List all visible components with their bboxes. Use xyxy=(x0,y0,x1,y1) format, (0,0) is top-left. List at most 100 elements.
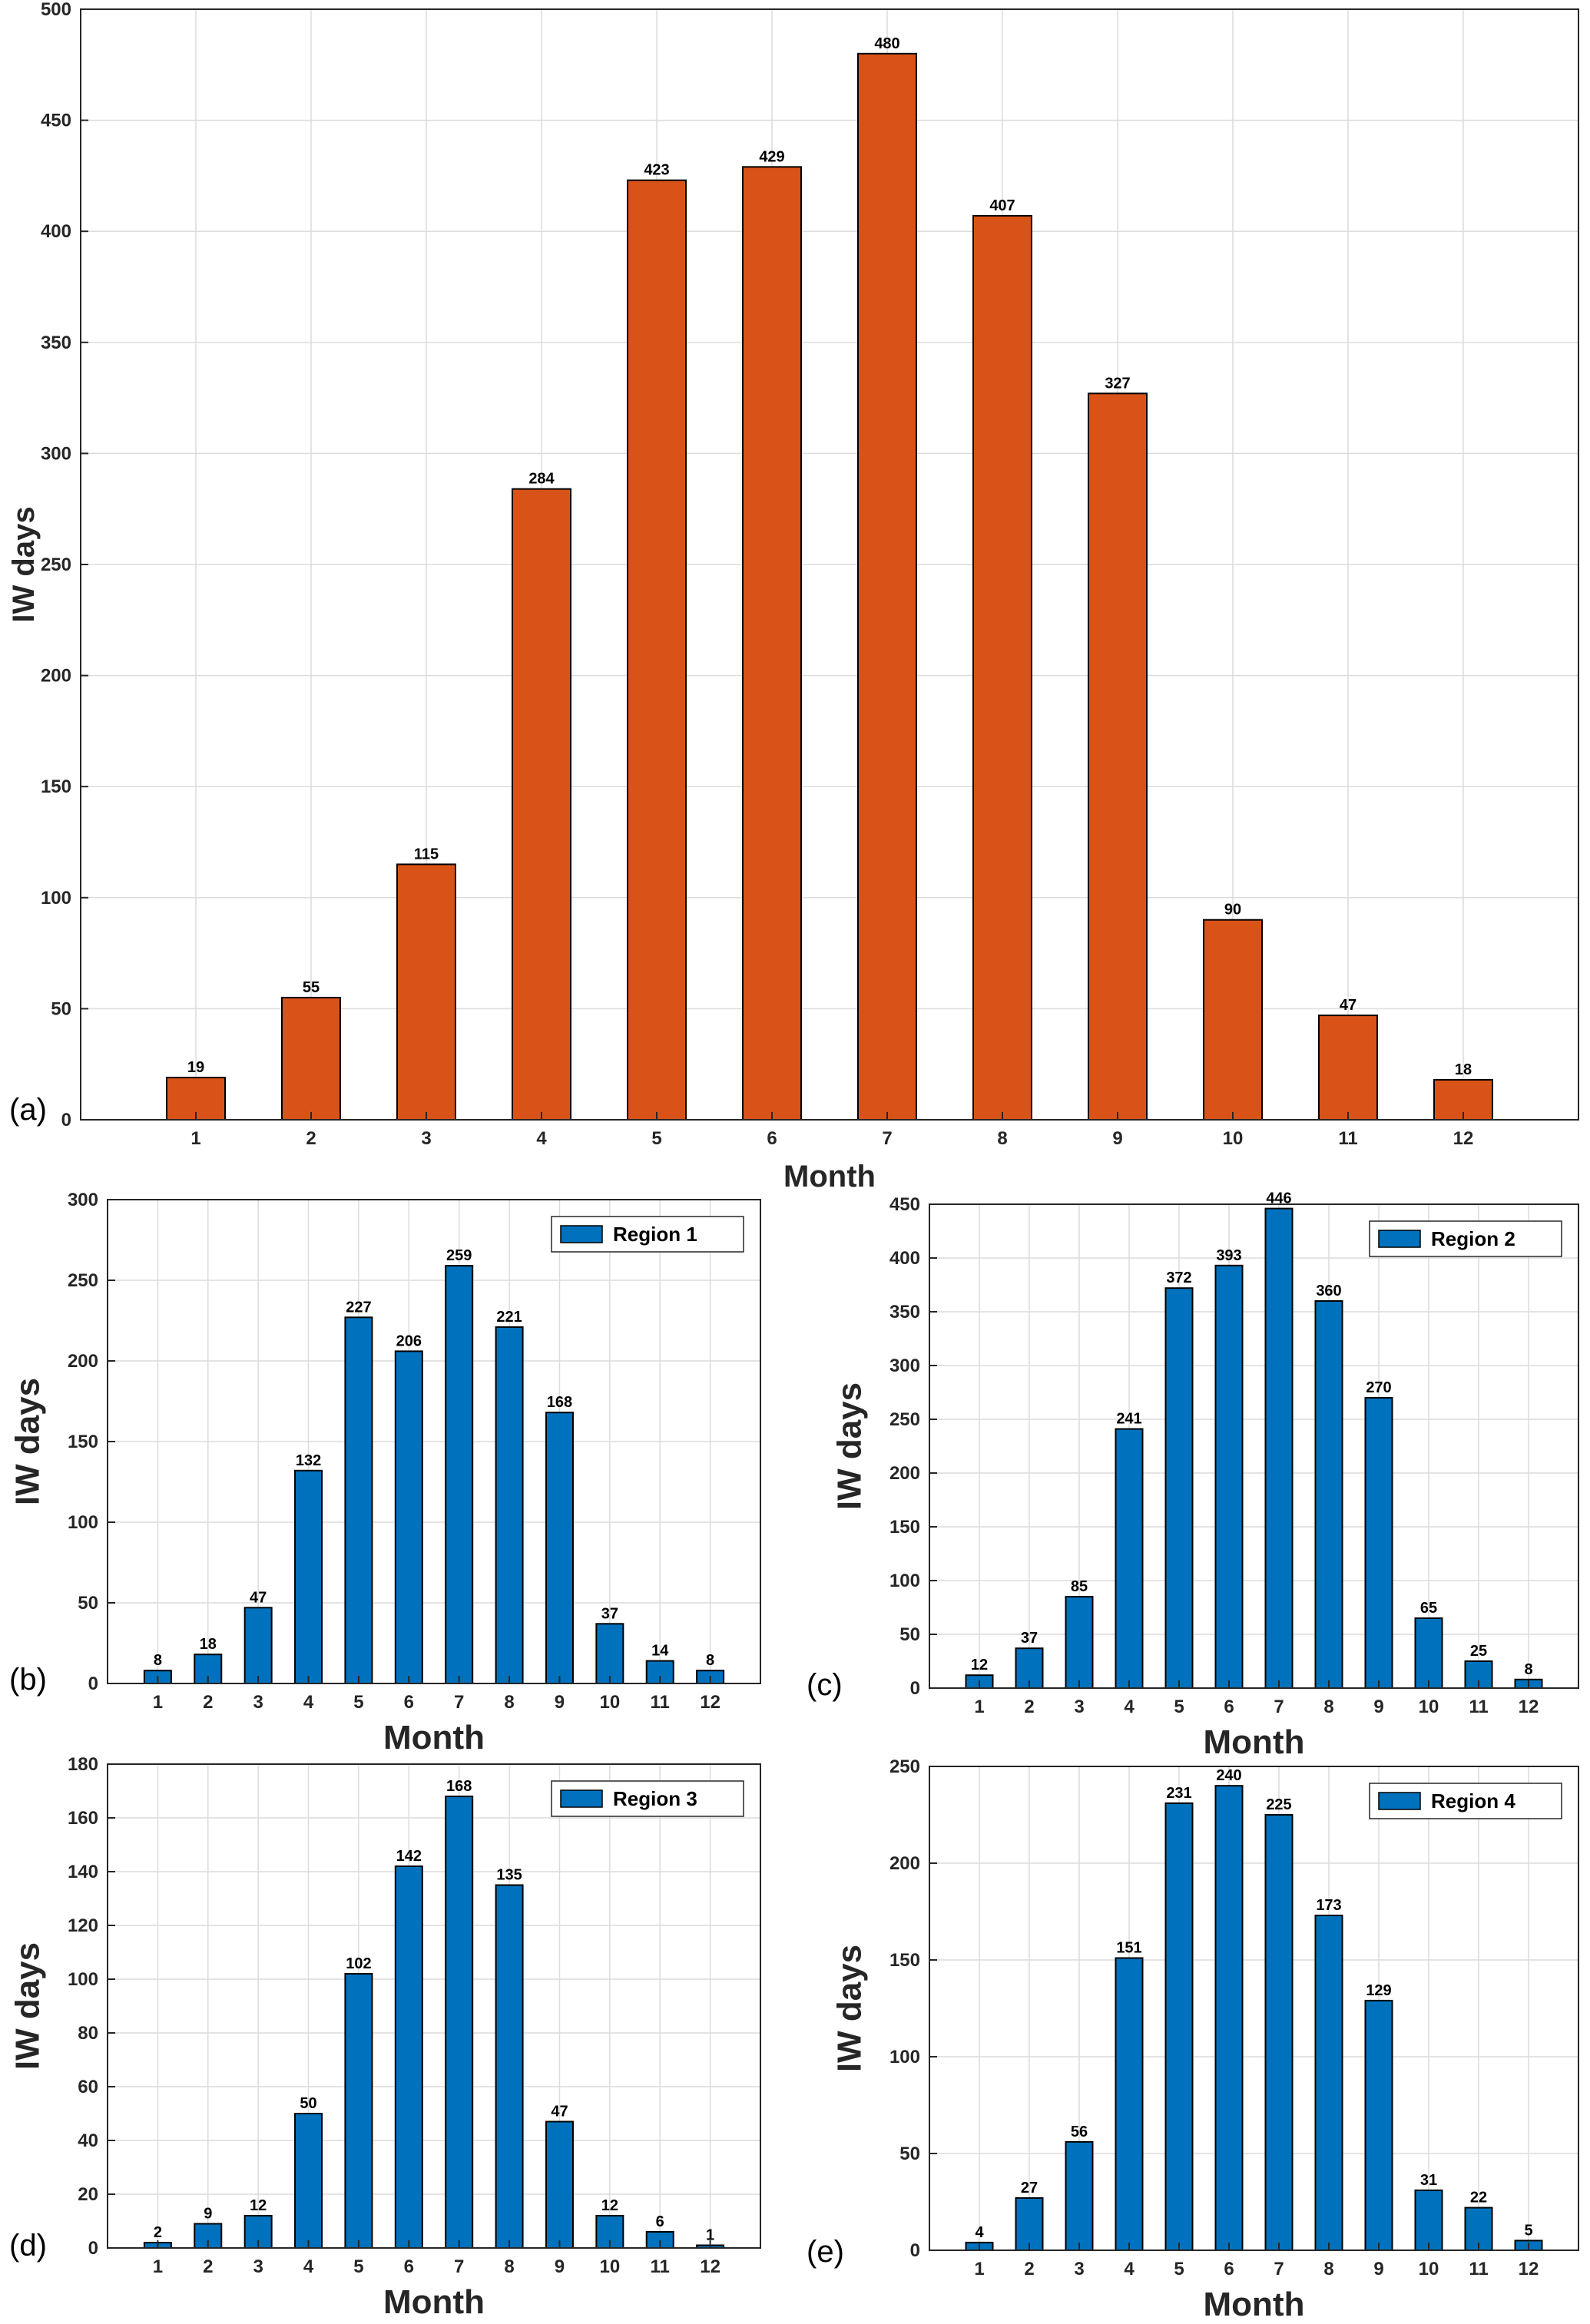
value-label: 135 xyxy=(496,1867,522,1884)
value-label: 18 xyxy=(200,1636,217,1653)
legend: Region 1 xyxy=(551,1216,744,1253)
chart-panel-2: 8184713222720625922116837148050100150200… xyxy=(8,1190,761,1756)
legend-swatch xyxy=(1378,1230,1421,1248)
value-label: 65 xyxy=(1420,1600,1437,1617)
x-tick-label: 5 xyxy=(1174,1697,1184,1717)
bar-9 xyxy=(1088,392,1148,1121)
x-tick-label: 6 xyxy=(1224,1697,1234,1717)
value-label: 240 xyxy=(1216,1767,1241,1784)
value-label: 8 xyxy=(1524,1661,1532,1678)
bar-7 xyxy=(1264,1814,1294,2251)
bar-9 xyxy=(545,2120,574,2249)
x-tick-label: 10 xyxy=(599,1692,620,1713)
y-tick-label: 500 xyxy=(41,0,71,20)
y-axis-label: IW days xyxy=(830,1945,868,2072)
bar-3 xyxy=(1065,1596,1094,1689)
value-label: 90 xyxy=(1224,902,1241,919)
bar-6 xyxy=(1214,1264,1244,1690)
x-tick-label: 5 xyxy=(1174,2259,1184,2279)
bar-4 xyxy=(512,488,571,1121)
y-axis-label: IW days xyxy=(7,506,41,622)
y-tick-labels: 0 50 100 150 200 250 300 350 400 450 500 xyxy=(41,0,88,1131)
bar-7 xyxy=(1264,1207,1294,1689)
value-label: 423 xyxy=(644,162,669,179)
legend-swatch xyxy=(560,1789,603,1808)
bar-4 xyxy=(1115,1428,1144,1689)
y-tick-label: 60 xyxy=(78,2077,98,2097)
bar-6 xyxy=(742,166,802,1121)
x-tick-label: 7 xyxy=(1274,2259,1284,2279)
plot-area xyxy=(929,1204,1578,1688)
y-tick-label: 100 xyxy=(889,1571,920,1591)
bar-7 xyxy=(857,52,917,1121)
bar-9 xyxy=(545,1412,574,1684)
bar-10 xyxy=(595,2215,624,2249)
x-tick-label: 6 xyxy=(404,2256,414,2277)
axes-box xyxy=(929,1203,1579,1689)
legend: Region 3 xyxy=(551,1780,744,1817)
x-tick-label: 6 xyxy=(767,1128,777,1149)
value-label: 327 xyxy=(1105,375,1130,392)
legend: Region 4 xyxy=(1369,1783,1562,1819)
y-tick-label: 50 xyxy=(899,2144,920,2164)
bar-2 xyxy=(281,996,341,1121)
x-tick-label: 10 xyxy=(1419,1697,1439,1717)
bar-6 xyxy=(1214,1785,1244,2251)
x-tick-label: 12 xyxy=(1453,1128,1474,1149)
value-label: 206 xyxy=(396,1332,422,1349)
bar-5 xyxy=(344,1316,373,1685)
x-tick-label: 8 xyxy=(504,2256,514,2277)
y-tick-label: 450 xyxy=(889,1194,920,1215)
x-tick-label: 10 xyxy=(1223,1128,1244,1149)
y-tick-labels: 0 50 100 150 200 250 300 350 400 450 xyxy=(889,1194,937,1699)
value-label: 27 xyxy=(1021,2180,1038,2197)
value-label: 56 xyxy=(1071,2124,1088,2140)
legend-label: Region 2 xyxy=(1431,1227,1515,1250)
legend: Region 2 xyxy=(1369,1220,1562,1257)
value-label: 284 xyxy=(528,471,555,488)
legend-label: Region 1 xyxy=(613,1223,697,1246)
bar-10 xyxy=(1414,1617,1443,1689)
bar-5 xyxy=(1164,1287,1194,1689)
chart-panel-1: 1955115284423429480407327904718050100150… xyxy=(7,0,1579,1193)
value-labels: 2 9 12 50 102 142 168 135 47 12 6 1 xyxy=(154,1778,714,2244)
panel-label: (b) xyxy=(9,1663,47,1697)
bar-5 xyxy=(627,179,687,1121)
y-tick-labels: 0 50 100 150 200 250 300 xyxy=(68,1190,115,1694)
y-tick-label: 160 xyxy=(68,1808,98,1829)
y-tick-label: 0 xyxy=(88,1673,98,1694)
value-label: 4 xyxy=(975,2224,984,2241)
x-tick-label: 12 xyxy=(700,2256,720,2277)
value-label: 407 xyxy=(989,197,1015,214)
bar-9 xyxy=(1364,1999,1393,2251)
bars xyxy=(965,1207,1543,1690)
bar-10 xyxy=(1414,2189,1443,2251)
x-axis-label: Month xyxy=(383,1719,485,1756)
y-tick-label: 80 xyxy=(78,2023,98,2044)
value-label: 225 xyxy=(1266,1796,1291,1813)
x-tick-label: 9 xyxy=(1373,2259,1383,2279)
y-tick-label: 0 xyxy=(88,2238,98,2259)
y-tick-label: 300 xyxy=(68,1190,98,1210)
x-tick-label: 2 xyxy=(203,1692,213,1713)
value-label: 37 xyxy=(601,1605,618,1622)
panel-label: (d) xyxy=(9,2229,47,2263)
value-label: 19 xyxy=(187,1059,204,1076)
x-tick-label: 9 xyxy=(1373,1697,1383,1717)
value-label: 12 xyxy=(971,1657,988,1673)
y-tick-label: 50 xyxy=(51,998,71,1019)
y-tick-label: 400 xyxy=(41,221,71,242)
panel-label: (a) xyxy=(9,1093,47,1127)
axes-box xyxy=(929,1766,1579,2251)
x-tick-label: 9 xyxy=(555,1692,565,1713)
x-tick-label: 6 xyxy=(1224,2259,1234,2279)
x-tick-label: 1 xyxy=(153,1692,163,1713)
value-label: 25 xyxy=(1470,1643,1487,1660)
value-label: 132 xyxy=(296,1452,321,1469)
value-label: 55 xyxy=(303,979,320,996)
x-tick-label: 4 xyxy=(303,1692,314,1713)
x-tick-label: 7 xyxy=(1274,1697,1284,1717)
y-tick-label: 150 xyxy=(889,1517,920,1538)
value-labels: 19 55 115 284 423 429 480 407 327 90 47 18 xyxy=(187,35,1472,1078)
